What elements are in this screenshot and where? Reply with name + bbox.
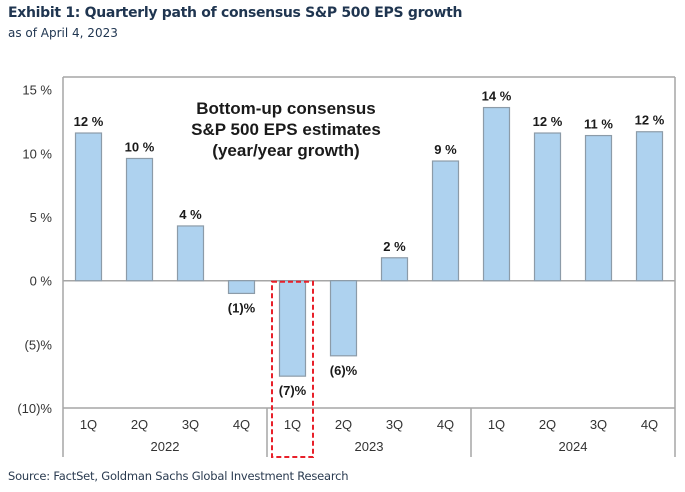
data-label: 14 % — [482, 89, 512, 104]
x-tick-label: 3Q — [386, 417, 403, 432]
bar-4q-11 — [635, 131, 664, 282]
data-label: 9 % — [434, 142, 457, 157]
bar-1q-8 — [482, 106, 511, 282]
x-tick-label: 1Q — [80, 417, 97, 432]
bar-3q-6 — [380, 257, 409, 282]
highlight-box — [271, 280, 314, 459]
chart-annotation-line-2: S&P 500 EPS estimates — [191, 120, 381, 139]
bar-3q-2 — [176, 225, 205, 282]
x-tick-label: 2Q — [131, 417, 148, 432]
x-tick-label: 1Q — [488, 417, 505, 432]
data-label: 11 % — [584, 117, 613, 132]
bar-1q-0 — [74, 132, 103, 282]
x-tick-label: 2Q — [539, 417, 556, 432]
bar-2q-1 — [125, 157, 154, 282]
data-label: 4 % — [179, 207, 202, 222]
exhibit-title: Exhibit 1: Quarterly path of consensus S… — [8, 5, 463, 21]
data-label: 12 % — [635, 113, 665, 128]
chart-annotation-line-1: Bottom-up consensus — [196, 99, 375, 118]
bar-3q-10 — [584, 134, 613, 282]
data-label: 10 % — [125, 139, 155, 154]
y-tick-label: (5)% — [25, 337, 53, 352]
y-tick-label: 5 % — [30, 210, 53, 225]
bar-2q-9 — [533, 132, 562, 282]
x-tick-label: 3Q — [182, 417, 199, 432]
data-label: (1)% — [228, 300, 256, 315]
bar-4q-7 — [431, 160, 460, 282]
x-tick-label: 1Q — [284, 417, 301, 432]
data-label: 12 % — [533, 114, 563, 129]
y-tick-label: 0 % — [30, 274, 53, 289]
year-label-2022: 2022 — [151, 439, 180, 454]
x-tick-label: 4Q — [437, 417, 454, 432]
chart-annotation-line-3: (year/year growth) — [212, 141, 359, 160]
source-note: Source: FactSet, Goldman Sachs Global In… — [8, 469, 349, 483]
data-label: 12 % — [74, 114, 104, 129]
x-tick-label: 2Q — [335, 417, 352, 432]
exhibit-subtitle: as of April 4, 2023 — [8, 26, 118, 40]
year-label-2024: 2024 — [559, 439, 588, 454]
data-label: (7)% — [279, 383, 307, 398]
year-label-2023: 2023 — [355, 439, 384, 454]
x-tick-label: 3Q — [590, 417, 607, 432]
bar-1q-4 — [278, 280, 307, 377]
bar-4q-3 — [227, 280, 256, 295]
y-tick-label: (10)% — [17, 401, 52, 416]
x-tick-label: 4Q — [233, 417, 250, 432]
y-tick-label: 15 % — [22, 83, 52, 98]
data-label: (6)% — [330, 363, 358, 378]
x-tick-label: 4Q — [641, 417, 658, 432]
data-label: 2 % — [383, 239, 406, 254]
y-tick-label: 10 % — [22, 146, 52, 161]
bar-2q-5 — [329, 280, 358, 357]
